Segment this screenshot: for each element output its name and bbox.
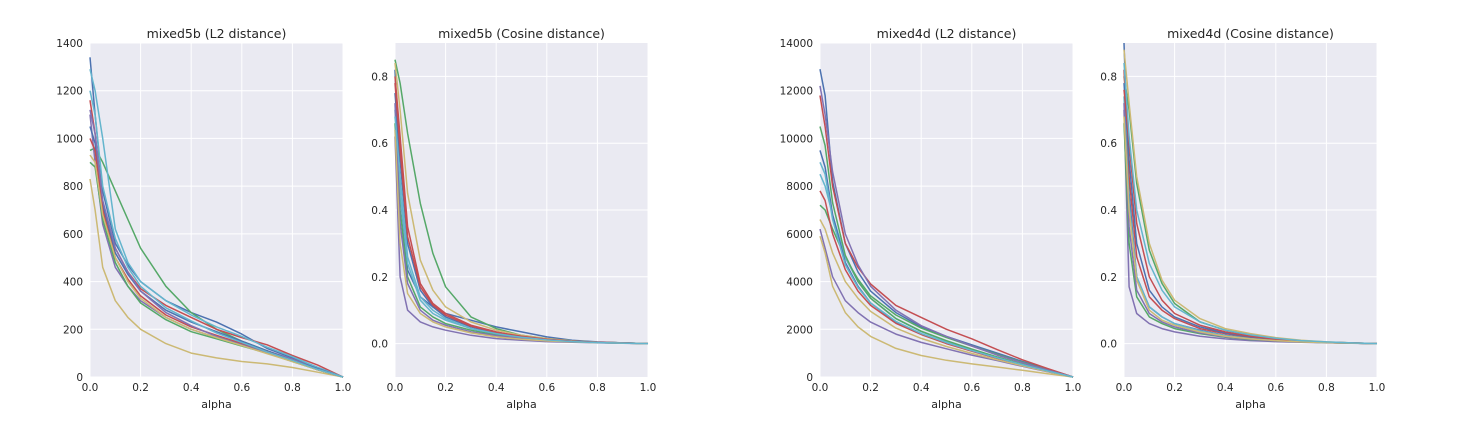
x-tick-labels: 0.0 0.2 0.4 0.6 0.8 1.0 [812,382,1082,394]
x-tick-label: 1.0 [1065,382,1082,394]
panel-title: mixed5b (Cosine distance) [438,26,605,41]
lines [394,59,649,345]
y-tick-labels: 0.0 0.2 0.4 0.6 0.8 [1100,71,1117,350]
x-tick-label: 0.6 [233,382,250,394]
y-tick-label: 400 [63,277,83,289]
y-tick-label: 8000 [786,181,813,193]
y-tick-label: 0.8 [371,71,388,83]
x-tick-label: 0.0 [812,382,829,394]
y-tick-label: 2000 [786,324,813,336]
panel-title: mixed4d (Cosine distance) [1167,26,1334,41]
gridlines [1123,43,1378,377]
y-tick-label: 0.2 [1100,272,1117,284]
y-tick-label: 1200 [56,86,83,98]
panel-4: mixed4d (Cosine distance) alpha 0.0 0.2 … [1100,26,1385,411]
y-tick-label: 0.2 [371,272,388,284]
x-tick-label: 0.2 [1166,382,1183,394]
x-tick-labels: 0.0 0.2 0.4 0.6 0.8 1.0 [82,382,352,394]
x-tick-label: 0.6 [538,382,555,394]
y-tick-labels: 0 2000 4000 6000 8000 10000 12000 14000 [780,38,813,384]
y-tick-label: 0.6 [371,138,388,150]
x-tick-label: 0.6 [1267,382,1284,394]
y-tick-label: 0 [806,372,813,384]
x-tick-label: 0.8 [1014,382,1031,394]
panel-2: mixed5b (Cosine distance) alpha 0.0 0.2 … [371,26,656,411]
x-tick-label: 1.0 [1369,382,1386,394]
series-line [89,57,344,378]
y-tick-label: 600 [63,229,83,241]
x-tick-label: 0.4 [183,382,200,394]
y-tick-label: 0.4 [1100,205,1117,217]
lines [89,57,344,378]
y-tick-label: 0.4 [371,205,388,217]
x-tick-label: 0.4 [1217,382,1234,394]
y-tick-label: 1000 [56,133,83,145]
plot-area [820,43,1073,377]
gridlines [89,42,344,378]
series-line [1123,62,1378,345]
x-tick-label: 0.0 [387,382,404,394]
y-tick-label: 0 [76,372,83,384]
x-tick-label: 0.8 [284,382,301,394]
series-line [819,219,1074,378]
series-line [819,162,1074,378]
y-tick-label: 0.6 [1100,138,1117,150]
x-axis-label: alpha [201,398,232,411]
x-tick-label: 0.0 [82,382,99,394]
y-tick-label: 14000 [780,38,813,50]
y-tick-label: 12000 [780,86,813,98]
x-tick-label: 0.2 [862,382,879,394]
x-axis-label: alpha [931,398,962,411]
series-line [394,116,649,345]
x-tick-label: 1.0 [640,382,657,394]
y-tick-label: 10000 [780,133,813,145]
y-tick-label: 800 [63,181,83,193]
x-tick-labels: 0.0 0.2 0.4 0.6 0.8 1.0 [387,382,657,394]
y-tick-label: 200 [63,324,83,336]
series-line [89,90,344,378]
x-tick-labels: 0.0 0.2 0.4 0.6 0.8 1.0 [1116,382,1386,394]
x-tick-label: 0.2 [132,382,149,394]
lines [1123,42,1378,345]
y-tick-label: 6000 [786,229,813,241]
y-tick-label: 1400 [56,38,83,50]
x-tick-label: 0.8 [589,382,606,394]
x-tick-label: 0.8 [1318,382,1335,394]
series-line [819,85,1074,378]
panel-title: mixed4d (L2 distance) [877,26,1017,41]
y-tick-label: 0.0 [371,339,388,351]
y-tick-labels: 0 200 400 600 800 1000 1200 1400 [56,38,83,384]
x-tick-label: 0.0 [1116,382,1133,394]
x-tick-label: 0.2 [437,382,454,394]
x-tick-label: 0.4 [913,382,930,394]
x-axis-label: alpha [1235,398,1266,411]
series-line [819,95,1074,378]
series-line [89,69,344,378]
panel-title: mixed5b (L2 distance) [147,26,287,41]
x-tick-label: 1.0 [335,382,352,394]
series-line [89,154,344,378]
lines [819,69,1074,378]
x-tick-label: 0.6 [963,382,980,394]
y-tick-label: 0.8 [1100,71,1117,83]
x-axis-label: alpha [506,398,537,411]
panel-1: mixed5b (L2 distance) alpha 0.0 0.2 0.4 … [56,26,351,411]
series-line [1123,116,1378,345]
y-tick-label: 4000 [786,277,813,289]
panel-3: mixed4d (L2 distance) alpha 0.0 0.2 0.4 … [780,26,1082,411]
series-line [819,235,1074,378]
series-line [89,178,344,378]
y-tick-labels: 0.0 0.2 0.4 0.6 0.8 [371,71,388,350]
x-tick-label: 0.4 [488,382,505,394]
y-tick-label: 0.0 [1100,339,1117,351]
